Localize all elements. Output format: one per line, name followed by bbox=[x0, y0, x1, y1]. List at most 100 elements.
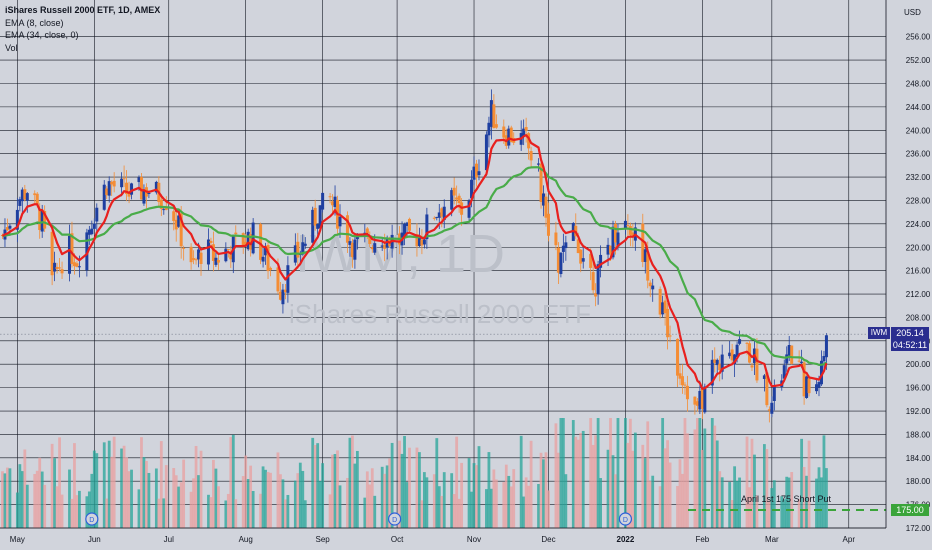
candle-body bbox=[762, 375, 766, 379]
volume-bar bbox=[790, 472, 794, 528]
candle-body bbox=[613, 223, 617, 243]
volume-bar bbox=[753, 454, 756, 528]
candle-body bbox=[224, 248, 228, 262]
volume-bar bbox=[748, 487, 751, 528]
candle-body bbox=[172, 211, 176, 221]
volume-bar bbox=[628, 418, 632, 528]
price-tick-label: 236.00 bbox=[906, 150, 931, 159]
volume-bar bbox=[234, 499, 238, 528]
candle-body bbox=[137, 177, 141, 183]
candle-body bbox=[668, 335, 672, 337]
volume-bar bbox=[435, 438, 439, 528]
time-axis-labels[interactable]: May Jun Jul Aug Sep Oct Nov Dec 2022 Feb Mar Apr bbox=[10, 535, 856, 544]
volume-bar bbox=[241, 476, 245, 528]
volume-bar bbox=[162, 498, 166, 528]
volume-bar bbox=[594, 435, 598, 528]
candle-body bbox=[303, 243, 307, 246]
volume-bar bbox=[502, 482, 506, 528]
volume-bar bbox=[574, 436, 578, 528]
volume-bar bbox=[626, 442, 630, 528]
volume-bar bbox=[745, 436, 749, 528]
candle-body bbox=[556, 247, 560, 273]
candle-body bbox=[484, 134, 488, 171]
volume-bar bbox=[547, 490, 550, 528]
volume-bar bbox=[728, 482, 732, 528]
price-tick-label: 224.00 bbox=[906, 220, 931, 229]
candle-body bbox=[666, 308, 670, 338]
candle-body bbox=[269, 267, 273, 270]
price-tick-label: 216.00 bbox=[906, 267, 931, 276]
candle-body bbox=[422, 239, 426, 245]
candle-body bbox=[283, 289, 287, 293]
volume-bar bbox=[817, 467, 821, 528]
volume-bar bbox=[87, 491, 91, 528]
legend-volume[interactable]: Vol bbox=[5, 42, 18, 53]
volume-bar bbox=[529, 440, 533, 528]
volume-bar bbox=[216, 486, 220, 528]
price-axis-background[interactable] bbox=[886, 0, 932, 550]
candle-body bbox=[75, 263, 79, 267]
candle-body bbox=[55, 266, 59, 270]
volume-bar bbox=[591, 444, 595, 528]
time-tick-label: Feb bbox=[695, 535, 709, 544]
volume-bar bbox=[192, 478, 195, 528]
candle-body bbox=[8, 225, 12, 229]
candle-body bbox=[802, 362, 806, 397]
candle-body bbox=[23, 189, 27, 200]
candle-body bbox=[20, 189, 24, 202]
volume-bar bbox=[383, 473, 387, 528]
candle-body bbox=[782, 365, 786, 379]
volume-bar bbox=[452, 494, 456, 528]
price-tick-label: 220.00 bbox=[906, 243, 931, 252]
candle-body bbox=[651, 285, 655, 290]
time-tick-label: Jun bbox=[88, 535, 101, 544]
volume-bar bbox=[802, 466, 806, 528]
volume-bar bbox=[212, 459, 215, 528]
ema-fast-line bbox=[1, 134, 828, 390]
volume-bar bbox=[174, 475, 178, 528]
legend-ema-fast[interactable]: EMA (8, close) bbox=[5, 17, 64, 28]
candle-body bbox=[710, 359, 714, 386]
legend-ema-slow[interactable]: EMA (34, close, 0) bbox=[5, 30, 79, 40]
ema-slow-line bbox=[2, 166, 828, 366]
volume-bar bbox=[229, 437, 233, 528]
event-marker bbox=[618, 512, 633, 526]
watermark-symbol: IWM, 1D bbox=[295, 224, 505, 284]
volume-bar bbox=[700, 449, 704, 528]
candle-body bbox=[502, 126, 506, 138]
candle-body bbox=[296, 241, 300, 258]
volume-bar bbox=[663, 448, 667, 528]
candle-body bbox=[380, 245, 384, 247]
candle-body bbox=[765, 372, 769, 406]
candle-body bbox=[350, 242, 354, 258]
candle-body bbox=[405, 222, 409, 226]
candle-body bbox=[226, 248, 230, 250]
candle-body bbox=[658, 288, 662, 315]
last-price-tag: 205.14 bbox=[891, 327, 929, 339]
volume-bar bbox=[770, 488, 774, 528]
volume-bar bbox=[571, 420, 575, 528]
candle-body bbox=[663, 300, 667, 314]
volume-bar bbox=[137, 489, 141, 528]
candle-body bbox=[25, 193, 29, 201]
candle-body bbox=[785, 354, 789, 364]
volume-bar bbox=[715, 440, 719, 528]
candle-body bbox=[241, 233, 245, 246]
volume-bar bbox=[820, 477, 823, 528]
candle-body bbox=[822, 356, 826, 362]
time-tick-label: Apr bbox=[843, 535, 856, 544]
candle-body bbox=[43, 210, 47, 229]
volume-bar bbox=[492, 469, 496, 528]
volume-bar bbox=[60, 494, 64, 528]
volume-bar bbox=[733, 466, 737, 528]
candle-body bbox=[120, 178, 124, 188]
volume-bar bbox=[3, 473, 7, 528]
candle-body bbox=[18, 199, 22, 206]
candle-body bbox=[767, 409, 771, 411]
candle-body bbox=[67, 235, 71, 274]
volume-bar bbox=[678, 459, 682, 528]
short-put-annotation: April 1st 175 Short Put bbox=[741, 494, 832, 504]
candle-body bbox=[318, 205, 322, 229]
